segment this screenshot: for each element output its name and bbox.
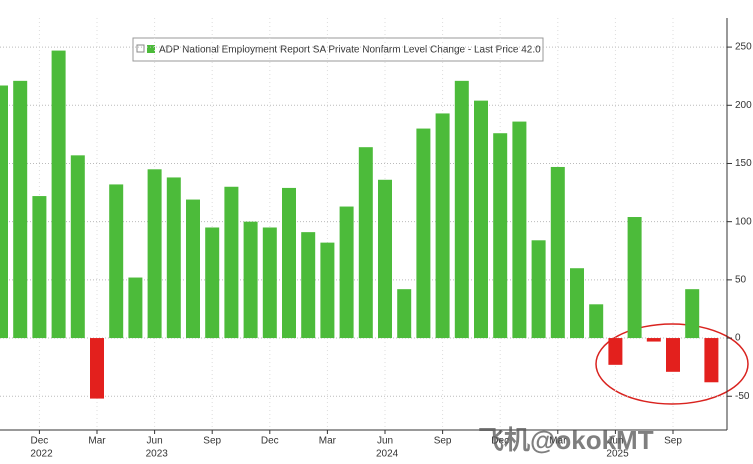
bar [358, 147, 373, 339]
bar [416, 128, 431, 339]
x-tick-label: Jun [147, 436, 163, 447]
x-tick-label: Dec [261, 436, 279, 447]
x-tick-label: Dec [491, 436, 509, 447]
bar [282, 187, 296, 339]
x-tick-label: Dec [31, 436, 49, 447]
bar [51, 50, 66, 339]
bar [13, 80, 28, 339]
y-tick-label: 50 [735, 275, 747, 286]
bar [397, 289, 412, 339]
bar [32, 196, 47, 339]
bar [704, 338, 719, 383]
bar [531, 240, 546, 339]
bar [493, 133, 508, 339]
x-tick-label: Sep [434, 436, 452, 447]
x-tick-label: Sep [664, 436, 682, 447]
x-tick-label: Mar [88, 436, 106, 447]
bar [646, 338, 661, 342]
x-tick-label: Mar [549, 436, 567, 447]
bar [70, 155, 85, 339]
highlight-ellipse [595, 323, 749, 405]
bar [512, 121, 527, 339]
bar [224, 186, 239, 339]
bar [627, 217, 642, 339]
legend-label: ADP National Employment Report SA Privat… [159, 45, 541, 56]
bar [128, 277, 143, 339]
watermark: 飞机@okokMT [478, 425, 654, 455]
bar [339, 206, 354, 339]
bar [205, 227, 220, 339]
bar [109, 184, 124, 339]
legend-swatch [147, 45, 155, 53]
y-tick-label: 100 [735, 216, 752, 227]
bar [608, 338, 623, 365]
bar [435, 113, 450, 339]
y-tick-label: 0 [735, 333, 741, 344]
bar [262, 227, 277, 339]
bar [301, 232, 316, 339]
bar [685, 289, 700, 339]
bar [320, 242, 335, 339]
legend-box [132, 37, 544, 62]
bar [454, 80, 469, 339]
bar [0, 85, 8, 339]
bar [666, 338, 680, 372]
year-label: 2023 [146, 449, 169, 460]
y-tick-label: 250 [735, 42, 752, 53]
bar [243, 221, 258, 339]
y-tick-label: 150 [735, 158, 752, 169]
bar [90, 338, 104, 399]
x-tick-label: Jun [607, 436, 623, 447]
bar [378, 179, 392, 339]
year-label: 2022 [30, 449, 53, 460]
bar [166, 177, 181, 339]
legend-toggle [136, 44, 145, 53]
y-tick-label: 200 [735, 100, 752, 111]
bar [186, 199, 200, 339]
x-tick-label: Mar [319, 436, 337, 447]
year-label: 2025 [606, 449, 629, 460]
y-tick-label: -50 [735, 391, 750, 402]
year-label: 2024 [376, 449, 399, 460]
x-tick-label: Sep [203, 436, 221, 447]
bar [550, 166, 565, 339]
bar [147, 169, 162, 339]
bar [474, 100, 488, 339]
bar [589, 304, 604, 339]
x-tick-label: Jun [377, 436, 393, 447]
bar [570, 268, 584, 339]
